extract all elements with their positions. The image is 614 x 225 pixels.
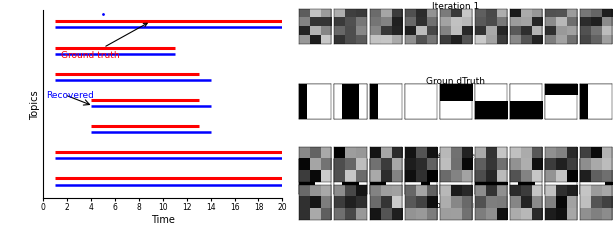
Text: Recovered: Recovered <box>47 91 95 100</box>
Y-axis label: Topics: Topics <box>30 90 40 119</box>
Text: Ground truth: Ground truth <box>61 24 147 60</box>
Text: Example documents: Example documents <box>410 200 502 209</box>
X-axis label: Time: Time <box>151 214 174 224</box>
Text: Recovered: Recovered <box>432 151 480 160</box>
Text: Iteration 1: Iteration 1 <box>432 2 480 11</box>
Text: Groun dTruth: Groun dTruth <box>426 76 486 86</box>
